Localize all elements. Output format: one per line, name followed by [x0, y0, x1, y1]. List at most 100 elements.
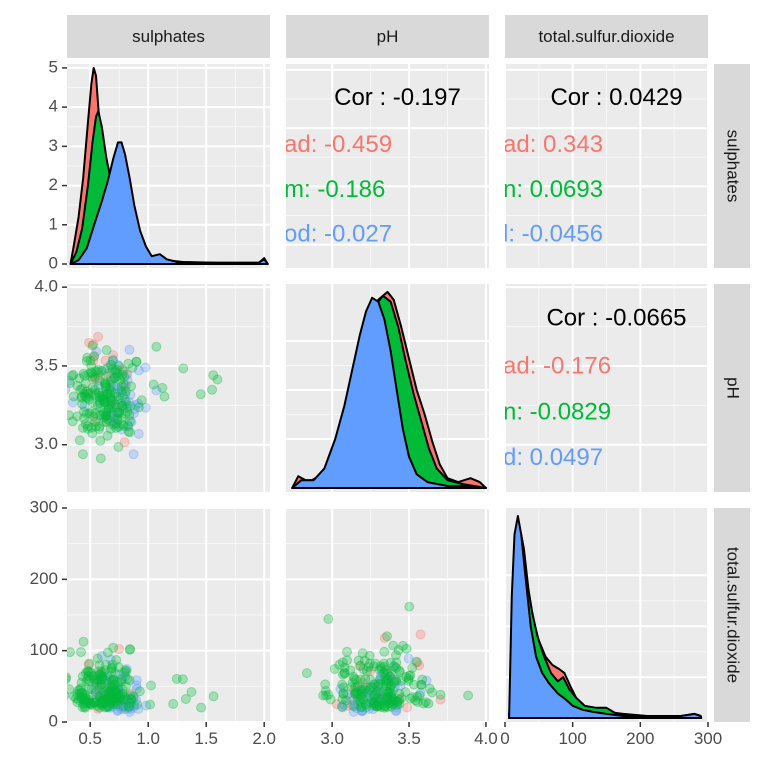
scatter-point-good	[117, 674, 128, 685]
scatter-point-medium	[404, 670, 415, 681]
panel-grid	[286, 64, 489, 268]
scatter-point-medium	[342, 655, 353, 666]
scatter-point-medium	[77, 688, 88, 699]
scatter-point-bad	[94, 685, 105, 696]
scatter-point-medium	[357, 694, 368, 705]
panel-grid	[67, 507, 270, 723]
scatter-point-medium	[368, 679, 379, 690]
scatter-point-medium	[87, 397, 98, 408]
scatter-point-medium	[351, 686, 362, 697]
column-strip-pH: pH	[286, 15, 489, 58]
scatter-point-good	[116, 699, 127, 710]
scatter-point-medium	[106, 399, 117, 410]
scatter-point-medium	[380, 665, 391, 676]
scatter-point-medium	[105, 386, 116, 396]
scatter-point-medium	[123, 701, 134, 711]
scatter-point-good	[363, 703, 374, 714]
scatter-point-good	[131, 680, 142, 691]
scatter-point-medium	[79, 370, 90, 381]
scatter-point-medium	[75, 384, 86, 395]
scatter-point-medium	[80, 391, 90, 402]
scatter-point-good	[67, 375, 75, 386]
scatter-point-medium	[379, 646, 390, 657]
scatter-point-bad	[105, 373, 116, 384]
scatter-point-good	[112, 701, 123, 712]
scatter-point-medium	[382, 668, 393, 679]
scatter-point-good	[120, 704, 131, 714]
scatter-point-good	[118, 403, 129, 414]
scatter-point-bad	[355, 660, 365, 671]
density-curve-good	[508, 515, 703, 719]
scatter-point-medium	[383, 678, 394, 689]
scatter-point-medium	[79, 413, 90, 424]
scatter-point-medium	[83, 421, 94, 432]
scatter-panel-pH-vs-sulphates	[57, 331, 223, 464]
scatter-point-medium	[337, 657, 348, 668]
scatter-point-good	[151, 385, 162, 396]
scatter-point-good	[375, 675, 386, 686]
scatter-point-medium	[348, 671, 359, 682]
scatter-point-good	[79, 401, 90, 412]
scatter-point-good	[94, 691, 105, 702]
scatter-point-bad	[387, 674, 398, 685]
strip-background	[286, 15, 489, 58]
scatter-point-bad	[415, 629, 426, 640]
scatter-point-medium	[382, 631, 393, 642]
scatter-point-medium	[100, 682, 111, 693]
scatter-point-medium	[111, 655, 122, 665]
scatter-point-medium	[369, 691, 380, 702]
scatter-point-medium	[374, 665, 385, 675]
strip-background	[714, 508, 750, 722]
scatter-point-bad	[382, 667, 393, 678]
scatter-point-good	[128, 449, 139, 460]
scatter-point-medium	[356, 701, 367, 712]
scatter-point-medium	[101, 675, 112, 686]
scatter-point-medium	[109, 693, 120, 704]
scatter-point-medium	[98, 412, 109, 423]
scatter-point-medium	[119, 371, 130, 382]
scatter-point-medium	[382, 674, 393, 685]
scatter-point-medium	[320, 685, 331, 696]
row-strip-pH: pH	[714, 284, 750, 492]
scatter-point-medium	[96, 679, 107, 690]
y-tick-label: 1	[49, 214, 58, 233]
scatter-point-medium	[394, 689, 405, 699]
scatter-point-medium	[388, 640, 399, 651]
x-tick-label: 3.0	[320, 729, 344, 748]
scatter-point-medium	[103, 403, 114, 414]
scatter-point-medium	[88, 697, 99, 708]
scatter-point-bad	[349, 683, 360, 694]
scatter-point-good	[390, 705, 401, 716]
scatter-point-medium	[380, 672, 391, 683]
scatter-point-good	[93, 381, 104, 392]
scatter-point-medium	[396, 675, 407, 686]
scatter-point-bad	[116, 700, 126, 711]
density-curve-good	[69, 141, 269, 265]
scatter-point-medium	[394, 694, 405, 705]
correlation-group-bad: ad: -0.176	[503, 353, 611, 380]
scatter-point-medium	[355, 695, 366, 706]
scatter-point-good	[140, 402, 151, 413]
scatter-point-medium	[394, 667, 405, 677]
scatter-point-good	[366, 694, 376, 705]
scatter-point-medium	[301, 668, 312, 679]
scatter-point-bad	[126, 688, 137, 699]
scatter-point-medium	[171, 673, 182, 684]
density-panel-total.sulfur.dioxide	[508, 515, 703, 719]
scatter-point-medium	[81, 693, 92, 704]
scatter-point-medium	[115, 375, 126, 385]
scatter-point-medium	[159, 391, 170, 402]
scatter-point-good	[108, 354, 118, 365]
scatter-point-medium	[107, 686, 118, 697]
scatter-point-medium	[86, 406, 97, 417]
scatter-point-medium	[108, 675, 118, 686]
scatter-point-medium	[57, 426, 66, 435]
scatter-point-medium	[412, 697, 423, 707]
scatter-point-bad	[414, 660, 425, 671]
scatter-point-medium	[151, 341, 162, 352]
scatter-point-medium	[119, 667, 130, 678]
scatter-point-medium	[99, 694, 110, 705]
scatter-point-good	[383, 695, 394, 705]
scatter-point-good	[126, 697, 137, 708]
scatter-point-medium	[105, 423, 116, 434]
